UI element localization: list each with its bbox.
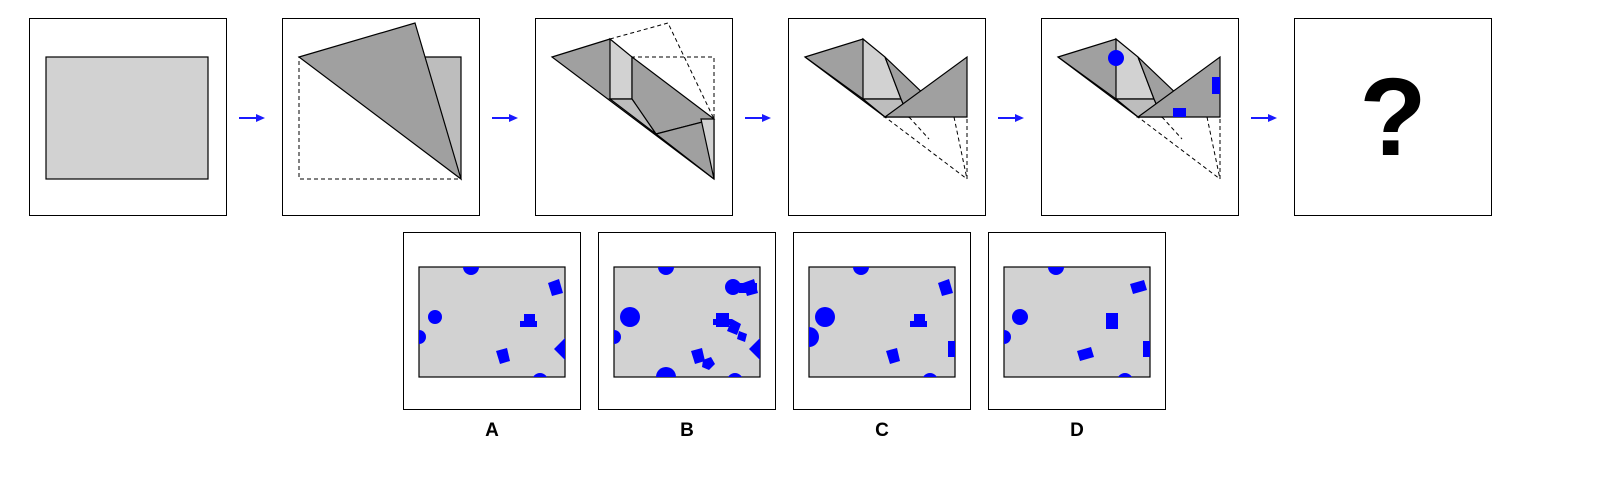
folded-triangle	[883, 55, 968, 118]
step-3-figure	[550, 22, 716, 181]
option-d-label: D	[1070, 420, 1084, 441]
paper-sheet	[45, 56, 209, 180]
option-a-panel[interactable]	[403, 232, 581, 410]
option-c-panel[interactable]	[793, 232, 971, 410]
option-a-figure	[418, 266, 566, 378]
arrow-icon	[239, 114, 265, 122]
option-c-label: C	[875, 420, 889, 441]
punched-circle	[1108, 50, 1124, 66]
question-panel: ?	[1294, 18, 1492, 216]
option-b-label: B	[680, 420, 694, 441]
arrow-icon	[745, 114, 771, 122]
step-2-figure	[297, 22, 463, 181]
arrow-icon	[1251, 114, 1277, 122]
arrow-icon	[998, 114, 1024, 122]
step-5-panel	[1041, 18, 1239, 216]
step-4-panel	[788, 18, 986, 216]
folded-layer-light	[609, 37, 633, 100]
punched-rect-vertical	[1212, 77, 1220, 94]
folded-flap	[297, 22, 463, 181]
punched-rect-small	[1173, 108, 1186, 117]
fold-outline	[883, 116, 968, 181]
option-d-figure	[1003, 266, 1151, 378]
question-mark: ?	[1359, 55, 1427, 179]
step-5-figure	[1056, 37, 1221, 181]
option-c-figure	[808, 266, 956, 378]
folded-layer-edge	[700, 118, 715, 180]
fold-outline	[1136, 116, 1221, 181]
step-1-figure	[45, 56, 209, 180]
step-1-panel	[29, 18, 227, 216]
option-b-figure	[613, 266, 761, 378]
arrow-icon	[492, 114, 518, 122]
option-b-panel[interactable]	[598, 232, 776, 410]
step-4-figure	[803, 37, 968, 181]
option-a-label: A	[485, 420, 499, 441]
step-2-panel	[282, 18, 480, 216]
folded-layer-mid	[608, 98, 657, 135]
option-d-panel[interactable]	[988, 232, 1166, 410]
step-3-panel	[535, 18, 733, 216]
